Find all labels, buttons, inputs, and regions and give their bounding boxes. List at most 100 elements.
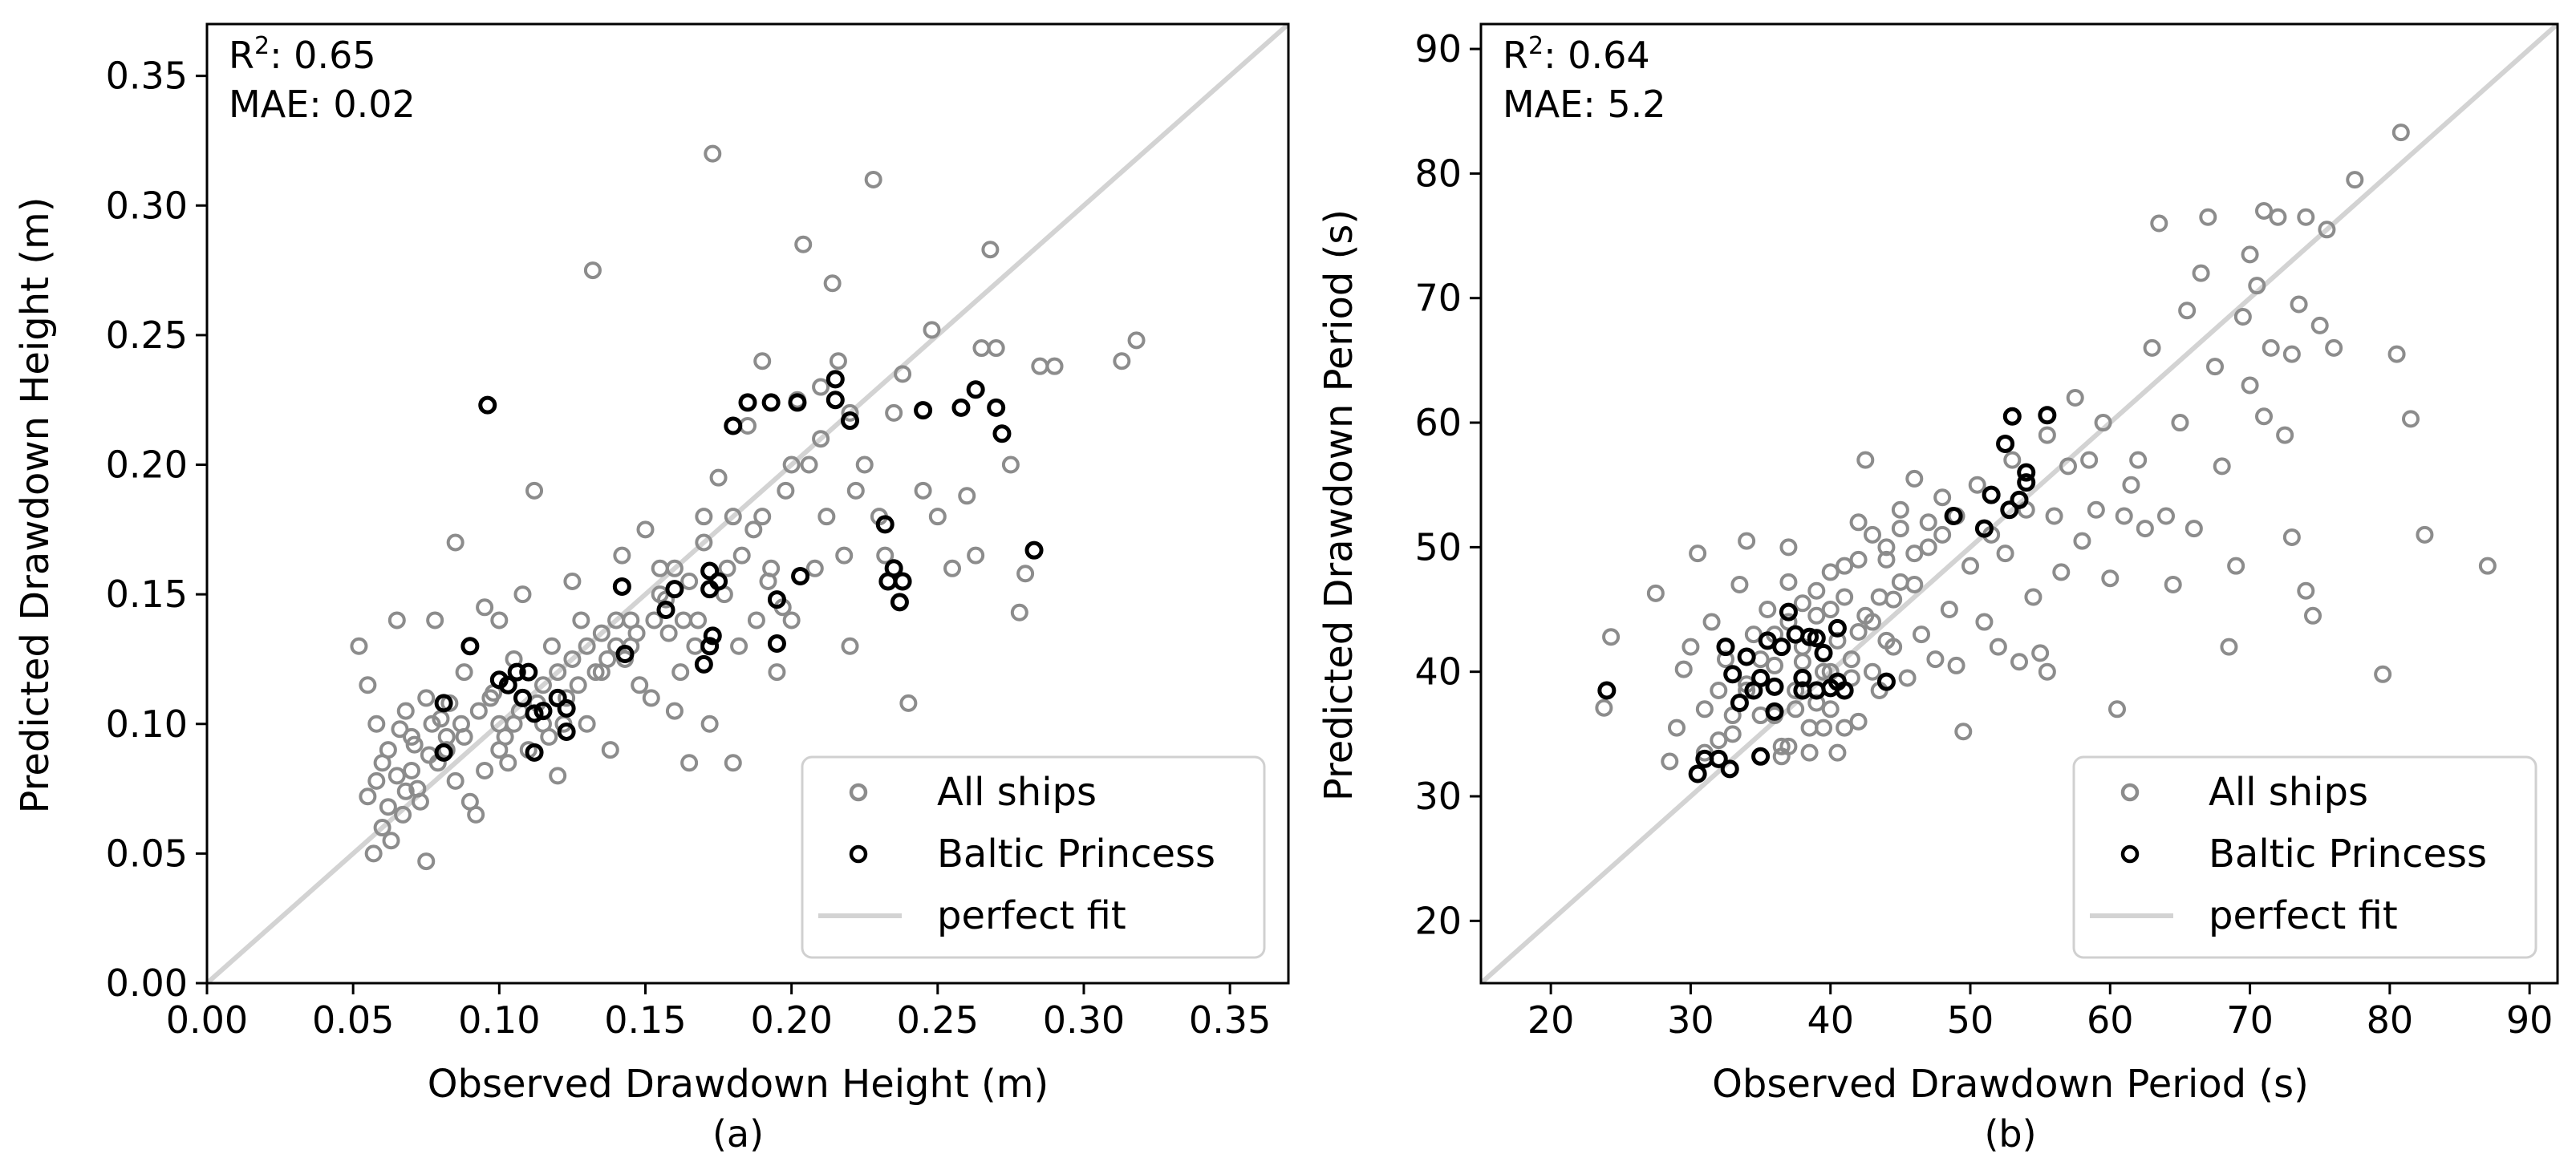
panel-a-baltic-princess-point	[434, 743, 453, 762]
panel-a-all-ships-point	[704, 144, 722, 163]
panel-a-all-ships-point	[914, 481, 932, 500]
panel-b-all-ships-point	[1800, 743, 1819, 762]
panel-b-all-ships-point	[2374, 665, 2392, 683]
panel-b-all-ships-point	[1919, 538, 1937, 557]
panel-a-baltic-princess-point	[767, 634, 786, 654]
panel-a-mae-stat: MAE: 0.02	[229, 83, 416, 126]
panel-a-all-ships-point	[583, 261, 602, 280]
panel-b-all-ships-point	[1689, 545, 1707, 563]
panel-a-all-ships-point	[855, 455, 874, 474]
panel-a-all-ships-point	[446, 771, 464, 790]
panel-a-baltic-princess-point	[615, 644, 635, 663]
panel-b-all-ships-point	[1807, 606, 1826, 625]
panel-a-all-ships-point	[841, 403, 859, 422]
panel-b-legend-fit-label: perfect fit	[2209, 893, 2398, 938]
panel-b-all-ships-point	[1602, 628, 1621, 646]
panel-b-all-ships-point	[2391, 123, 2410, 142]
panel-a-all-ships-point	[631, 676, 649, 694]
panel-a-all-ships-point	[496, 727, 514, 746]
panel-a-all-ships-point	[1127, 331, 1146, 350]
panel-b-x-tick-label: 40	[1807, 998, 1854, 1042]
panel-a-x-tick-label: 0.35	[1189, 998, 1271, 1042]
panel-b-all-ships-point	[1849, 550, 1868, 569]
panel-b-all-ships-point	[2045, 507, 2063, 525]
panel-b-all-ships-point	[1821, 700, 1840, 719]
panel-b-all-ships-point	[1996, 545, 2014, 563]
panel-a-baltic-princess-point	[557, 722, 576, 741]
panel-b-baltic-princess-point	[2038, 406, 2057, 425]
panel-a-all-ships-point	[569, 676, 587, 694]
panel-a-baltic-princess-point	[826, 391, 845, 410]
panel-a-baltic-princess-point	[724, 416, 743, 435]
panel-a-all-ships-point	[894, 365, 912, 383]
panel-a-all-ships-point	[1045, 357, 1064, 375]
panel-b-all-ships-point	[1961, 557, 1979, 575]
panel-b-all-ships-point	[2387, 345, 2406, 363]
panel-a-baltic-princess-point	[709, 572, 728, 591]
panel-b-baltic-princess-point	[2017, 463, 2036, 482]
panel-a-all-ships-point	[636, 520, 655, 539]
panel-b-all-ships-point	[1821, 563, 1840, 581]
panel-b-all-ships-point	[2255, 201, 2273, 220]
panel-a-all-ships-point	[417, 852, 436, 871]
panel-a-baltic-princess-point	[507, 662, 526, 682]
panel-b-x-tick-label: 90	[2506, 998, 2554, 1042]
panel-b-all-ships-point	[1787, 700, 1805, 719]
panel-a-all-ships-point	[709, 468, 728, 487]
panel-b-all-ships-point	[1891, 520, 1909, 538]
panel-a-all-ships-point	[846, 481, 865, 500]
panel-a-all-ships-point	[1016, 565, 1035, 583]
panel-a-y-tick-label: 0.10	[106, 702, 188, 746]
panel-a-all-ships-points	[350, 144, 1146, 871]
panel-a: 0.00 0.05 0.10 0.15 0.20 0.25 0.30 0.35 0.00 0.05…	[13, 22, 1290, 1156]
panel-a-all-ships-point	[533, 676, 552, 694]
panel-b-baltic-princess-point	[1828, 618, 1847, 638]
panel-a-baltic-princess-point	[992, 424, 1012, 443]
panel-b-all-ships-point	[2213, 457, 2231, 476]
panel-a-all-ships-point	[967, 546, 985, 565]
panel-b-all-ships-point	[2206, 358, 2224, 376]
panel-b-baltic-princess-point	[1597, 681, 1617, 700]
panel-b-x-tick-label: 70	[2226, 998, 2274, 1042]
panel-b-all-ships-point	[1836, 719, 1854, 737]
panel-b-all-ships-point	[2038, 426, 2056, 444]
panel-a-baltic-princess-point	[533, 702, 553, 721]
panel-b-all-ships-point	[2276, 426, 2294, 444]
panel-b-all-ships-point	[1913, 625, 1930, 644]
panel-b-legend-all-ships-label: All ships	[2209, 770, 2368, 815]
panel-b-all-ships-point	[2227, 557, 2245, 575]
panel-a-all-ships-point	[665, 559, 684, 577]
panel-b-all-ships-point	[1989, 638, 2007, 656]
panel-b-all-ships-points	[1595, 123, 2497, 771]
panel-a-baltic-princess-point	[788, 393, 807, 412]
panel-b-y-tick-label: 20	[1414, 899, 1462, 942]
panel-b-all-ships-point	[2185, 520, 2203, 538]
panel-b-baltic-princess-point	[1688, 764, 1707, 783]
panel-b-all-ships-point	[2129, 451, 2148, 469]
panel-b-all-ships-point	[1891, 500, 1909, 519]
panel-a-all-ships-point	[753, 508, 772, 526]
panel-b-y-axis-title: Predicted Drawdown Period (s)	[1316, 209, 1361, 801]
panel-a-all-ships-point	[549, 663, 567, 682]
panel-b-all-ships-point	[1807, 581, 1826, 600]
panel-b-baltic-princess-point	[1765, 677, 1784, 696]
panel-b-all-ships-point	[1668, 719, 1686, 737]
panel-a-all-ships-point	[645, 611, 663, 630]
panel-b-all-ships-point	[2024, 588, 2043, 606]
panel-b-baltic-princess-point	[1786, 625, 1805, 644]
panel-b-baltic-princess-point	[1779, 602, 1798, 621]
panel-a-legend-box	[801, 755, 1266, 959]
panel-b-baltic-princess-point	[1709, 749, 1728, 768]
panel-a-all-ships-point	[835, 546, 854, 565]
panel-b-all-ships-point	[2241, 376, 2259, 395]
panel-a-all-ships-point	[382, 832, 400, 850]
panel-a-all-ships-point	[768, 663, 786, 682]
panel-a-all-ships-point	[592, 624, 611, 642]
panel-b-all-ships-point	[2143, 338, 2161, 357]
panel-b-all-ships-point	[1772, 737, 1791, 755]
panel-b-all-ships-point	[1905, 545, 1924, 563]
panel-a-all-ships-point	[987, 339, 1005, 358]
panel-b-all-ships-point	[2150, 214, 2168, 233]
panel-b-all-ships-point	[1779, 737, 1798, 755]
panel-a-all-ships-point	[700, 715, 719, 733]
